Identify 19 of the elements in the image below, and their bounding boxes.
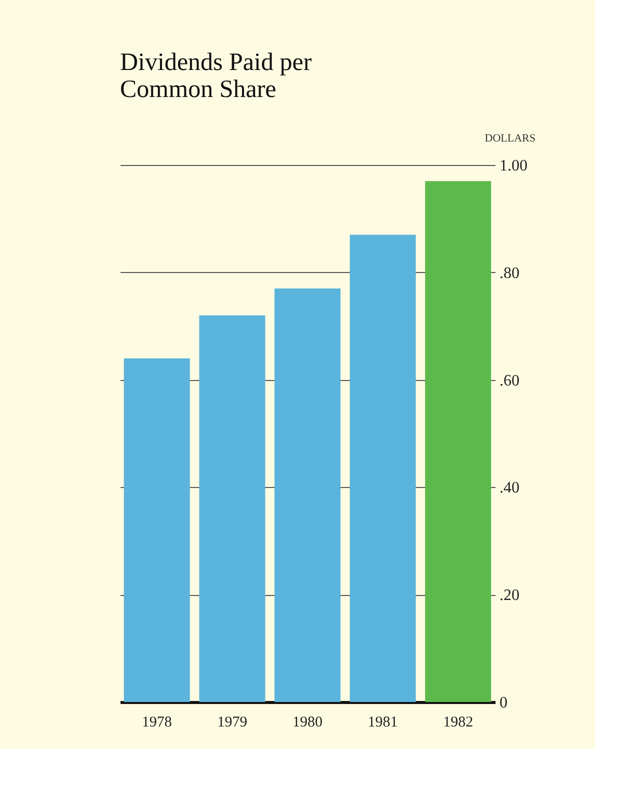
y-tick-label: .20 — [500, 587, 520, 604]
bar — [350, 234, 416, 702]
text: Common Share — [120, 76, 276, 103]
x-tick-label: 1981 — [368, 714, 398, 730]
y-tick-label: .80 — [500, 264, 520, 282]
x-tick-label: 1978 — [142, 714, 172, 730]
x-tick-label: 1980 — [292, 714, 322, 730]
bar — [124, 358, 190, 702]
x-tick-label: 1979 — [217, 714, 248, 730]
bar — [274, 288, 340, 702]
y-tick-label: 1.00 — [500, 158, 528, 174]
y-tick-label: 0 — [500, 694, 508, 712]
x-tick-label: 1982 — [443, 714, 474, 730]
y-tick-label: .60 — [500, 372, 520, 390]
y-axis-title: DOLLARS — [484, 132, 536, 144]
bar — [425, 181, 492, 702]
text: Dividends Paid per — [120, 49, 312, 76]
y-tick-label: .40 — [500, 480, 520, 497]
bar — [199, 315, 266, 702]
